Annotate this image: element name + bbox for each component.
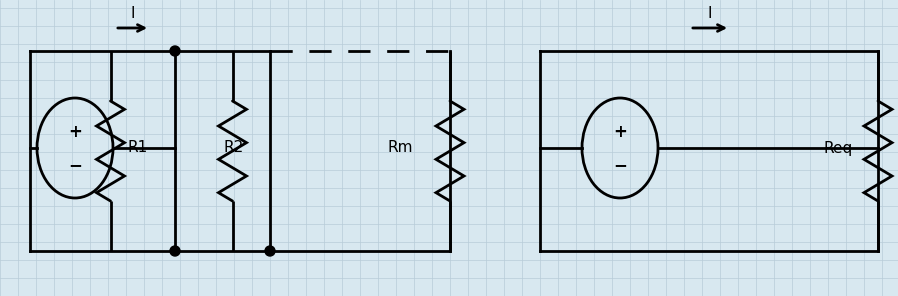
Text: I: I bbox=[131, 7, 136, 22]
Circle shape bbox=[265, 246, 275, 256]
Text: +: + bbox=[613, 123, 627, 141]
Circle shape bbox=[170, 246, 180, 256]
Text: R1: R1 bbox=[128, 141, 148, 155]
Text: +: + bbox=[68, 123, 82, 141]
Text: R2: R2 bbox=[224, 141, 244, 155]
Text: −: − bbox=[68, 157, 82, 175]
Text: −: − bbox=[613, 157, 627, 175]
Circle shape bbox=[170, 46, 180, 56]
Text: Rm: Rm bbox=[387, 141, 413, 155]
Text: Req: Req bbox=[823, 141, 852, 155]
Text: I: I bbox=[708, 7, 712, 22]
